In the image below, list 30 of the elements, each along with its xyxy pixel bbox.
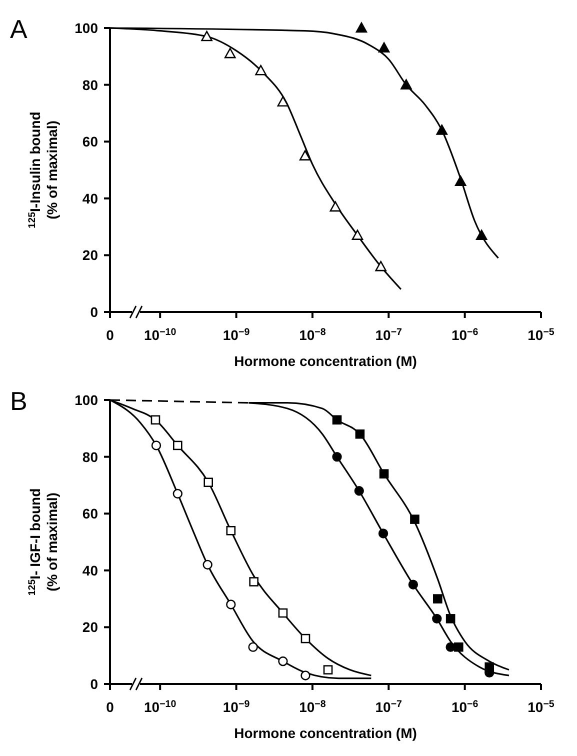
x-tick-label: 10$^{−10}$ bbox=[144, 326, 177, 343]
x-tick-label: 10$^{−6}$ bbox=[451, 326, 479, 343]
y-tick-label: 0 bbox=[90, 676, 98, 692]
y-tick-label: 80 bbox=[82, 448, 98, 465]
x-tick-label: 0 bbox=[106, 699, 114, 715]
x-tick-label: 10$^{−10}$ bbox=[144, 698, 177, 715]
y-tick-label: 100 bbox=[74, 20, 98, 36]
x-tick-label: 10$^{−7}$ bbox=[375, 698, 403, 715]
y-tick-label: 100 bbox=[74, 392, 98, 408]
y-tick-label: 20 bbox=[82, 619, 98, 636]
chart-title: B bbox=[10, 386, 28, 417]
y-tick-label: 40 bbox=[82, 190, 98, 206]
x-tick-label: 10$^{−5}$ bbox=[528, 698, 555, 715]
y-tick-label: 80 bbox=[82, 76, 98, 93]
x-tick-label: 10$^{−8}$ bbox=[299, 326, 326, 343]
x-tick-label: 10$^{−9}$ bbox=[222, 698, 250, 715]
x-tick-label: 0 bbox=[106, 327, 114, 343]
x-tick-label: 10$^{−6}$ bbox=[451, 698, 479, 715]
y-tick-label: 60 bbox=[82, 134, 98, 150]
y-tick-label: 40 bbox=[82, 562, 98, 578]
x-axis-title: Hormone concentration (M) bbox=[234, 353, 417, 369]
x-axis-title: Hormone concentration (M) bbox=[234, 725, 417, 741]
y-tick-label: 20 bbox=[82, 247, 98, 264]
x-tick-label: 10$^{−7}$ bbox=[375, 326, 403, 343]
x-tick-label: 10$^{−5}$ bbox=[528, 326, 555, 343]
chart-title: A bbox=[10, 14, 28, 45]
y-tick-label: 0 bbox=[90, 304, 98, 320]
y-tick-label: 60 bbox=[82, 506, 98, 522]
x-tick-label: 10$^{−8}$ bbox=[299, 698, 326, 715]
x-tick-label: 10$^{−9}$ bbox=[222, 326, 250, 343]
